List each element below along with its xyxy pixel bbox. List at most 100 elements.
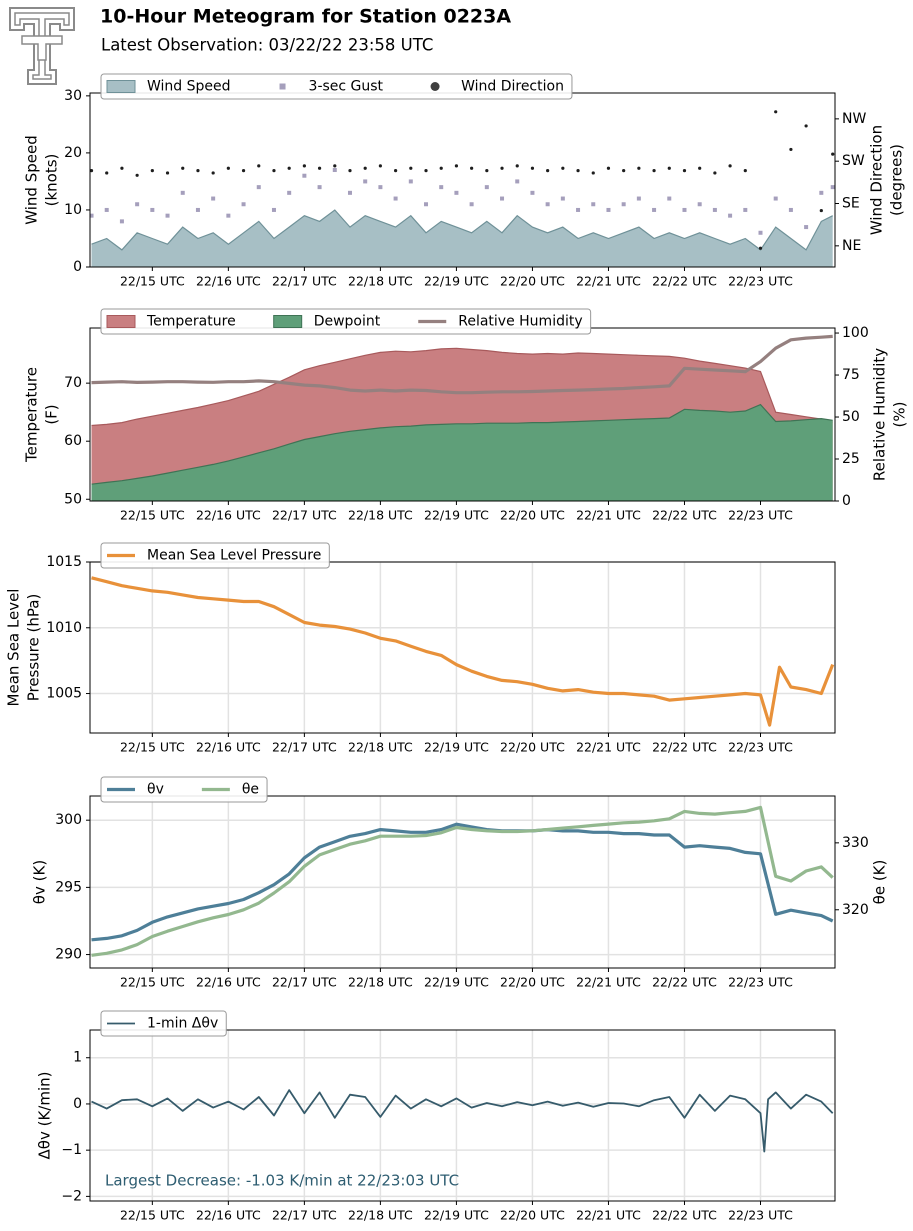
direction-dot	[135, 173, 139, 177]
area-edge	[91, 403, 833, 485]
legend-label: Temperature	[146, 314, 236, 330]
direction-dot	[485, 168, 489, 173]
direction-dot	[257, 164, 261, 168]
direction-dot	[150, 168, 154, 173]
gust-marker	[256, 185, 261, 190]
direction-dot	[591, 171, 595, 175]
x-tick-label: 22/17 UTC	[272, 1208, 337, 1223]
x-tick-label: 22/18 UTC	[348, 274, 413, 289]
y-tick-label: −1	[61, 1142, 82, 1158]
x-tick-label: 22/20 UTC	[500, 274, 565, 289]
legend: Temperature Dewpoint Relative Humidity	[100, 308, 592, 335]
direction-dot	[348, 168, 352, 173]
x-tick-label: 22/20 UTC	[500, 740, 565, 755]
gust-marker	[758, 230, 763, 235]
gust-marker	[560, 196, 565, 201]
gust-marker	[804, 225, 809, 230]
y-tick-label: 0	[73, 259, 82, 275]
x-tick-label: 22/16 UTC	[196, 274, 261, 289]
plot-frame	[89, 795, 836, 969]
x-tick-label: 22/21 UTC	[576, 740, 641, 755]
gust-marker	[773, 196, 778, 201]
x-tick-label: 22/23 UTC	[728, 274, 793, 289]
y-tick-label: 50	[64, 491, 82, 507]
x-tick-label: 22/19 UTC	[424, 740, 489, 755]
x-tick-label: 22/16 UTC	[196, 975, 261, 990]
direction-dot	[363, 166, 367, 170]
direction-dot	[667, 166, 671, 170]
y2-tick-label: 330	[842, 835, 869, 851]
direction-dot	[470, 166, 474, 170]
direction-dot	[378, 164, 382, 168]
gust-marker	[89, 213, 94, 218]
x-tick-label: 22/18 UTC	[348, 975, 413, 990]
gust-marker	[363, 179, 368, 184]
direction-dot	[500, 166, 504, 170]
x-tick-label: 22/21 UTC	[576, 975, 641, 990]
direction-dot	[698, 166, 702, 170]
gust-marker	[682, 207, 687, 212]
y2-tick-label: NW	[842, 111, 866, 127]
x-tick-label: 22/17 UTC	[272, 975, 337, 990]
y2-tick-label: SW	[842, 153, 865, 169]
gust-marker	[500, 196, 505, 201]
y-tick-label: 1015	[46, 554, 82, 570]
x-tick-label: 22/23 UTC	[728, 740, 793, 755]
y2-tick-label: 320	[842, 902, 869, 918]
legend-label: Wind Direction	[461, 79, 564, 95]
direction-dot	[576, 168, 580, 173]
area-edge	[91, 347, 833, 427]
y-axis-label: Pressure (hPa)	[25, 594, 43, 702]
x-tick-label: 22/15 UTC	[120, 975, 185, 990]
logo	[9, 7, 75, 85]
line	[91, 1089, 834, 1153]
x-tick-label: 22/21 UTC	[576, 274, 641, 289]
y-tick-label: 295	[55, 879, 82, 895]
annotation: Largest Decrease: -1.03 K/min at 22/23:0…	[105, 1172, 459, 1190]
x-tick-label: 22/17 UTC	[272, 508, 337, 523]
y-axis-label: (knots)	[43, 154, 61, 207]
legend-label: Mean Sea Level Pressure	[147, 548, 321, 564]
y2-axis-label: Wind Direction	[868, 125, 886, 235]
area	[91, 210, 833, 267]
y-axis-label: (F)	[43, 404, 61, 424]
direction-dot	[819, 208, 823, 213]
direction-dot	[530, 166, 535, 170]
direction-dot	[333, 164, 337, 168]
x-tick-label: 22/17 UTC	[272, 274, 337, 289]
legend: Mean Sea Level Pressure	[100, 542, 330, 569]
line	[91, 334, 833, 395]
gust-marker	[576, 207, 581, 212]
direction-dot	[606, 166, 611, 170]
gust-marker	[621, 202, 626, 207]
direction-dot	[409, 166, 413, 170]
x-tick-label: 22/17 UTC	[272, 740, 337, 755]
gust-marker	[150, 207, 155, 212]
area-edge	[91, 209, 833, 251]
direction-dot	[394, 168, 398, 173]
y-axis-label: Temperature	[23, 367, 41, 463]
x-tick-label: 22/20 UTC	[500, 1208, 565, 1223]
direction-dot	[302, 164, 306, 168]
direction-dot	[89, 168, 94, 173]
gust-marker	[743, 207, 748, 212]
title: 10-Hour Meteogram for Station 0223A	[100, 6, 511, 28]
legend-label: θe	[242, 782, 259, 798]
y-tick-label: 1	[73, 1050, 82, 1066]
y-tick-label: 290	[55, 947, 82, 963]
y-tick-label: −2	[61, 1188, 82, 1204]
y-tick-label: 10	[64, 202, 82, 218]
y2-axis-label: θe (K)	[871, 860, 889, 905]
x-tick-label: 22/19 UTC	[424, 975, 489, 990]
gust-marker	[424, 202, 429, 207]
x-tick-label: 22/23 UTC	[728, 1208, 793, 1223]
legend-swatch	[106, 80, 136, 93]
gust-marker	[830, 185, 835, 190]
legend-swatch	[106, 315, 136, 328]
y-tick-label: 0	[73, 1096, 82, 1112]
gust-marker	[545, 202, 550, 207]
y-tick-label: 30	[64, 88, 82, 104]
y2-tick-label: 0	[842, 493, 851, 509]
direction-dot	[652, 168, 656, 173]
gust-marker	[211, 196, 216, 201]
